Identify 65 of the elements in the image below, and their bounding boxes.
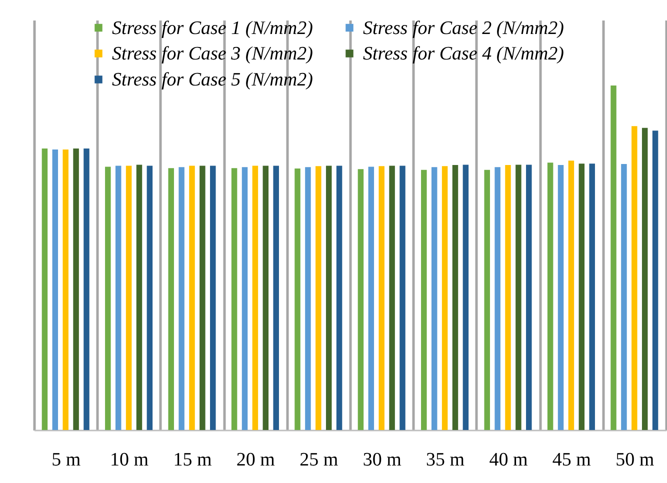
bar xyxy=(42,148,48,430)
bar xyxy=(189,166,195,430)
bar xyxy=(105,166,111,430)
bar xyxy=(505,165,511,430)
legend-label: Stress for Case 5 (N/mm2) xyxy=(112,70,313,90)
x-tick-label: 20 m xyxy=(236,450,276,470)
x-tick-label: 35 m xyxy=(426,450,465,470)
bar xyxy=(547,162,554,430)
bar xyxy=(358,169,364,430)
bar xyxy=(126,166,132,430)
legend-label: Stress for Case 2 (N/mm2) xyxy=(363,18,564,39)
x-tick-label: 5 m xyxy=(52,450,81,470)
bar xyxy=(378,166,384,430)
bar xyxy=(273,166,279,430)
bar xyxy=(632,126,638,430)
bar xyxy=(421,170,427,430)
bar xyxy=(62,150,68,430)
bar xyxy=(642,128,648,430)
x-tick-label: 10 m xyxy=(110,450,149,470)
bar xyxy=(294,168,300,430)
bar xyxy=(115,166,122,430)
bar xyxy=(326,166,332,430)
bar xyxy=(442,166,448,430)
bar xyxy=(389,166,395,430)
x-tick-label: 40 m xyxy=(489,450,528,470)
x-tick-label: 15 m xyxy=(173,450,212,470)
bar xyxy=(578,164,585,430)
bar xyxy=(146,166,153,430)
bar xyxy=(252,166,258,430)
bar xyxy=(484,170,490,430)
bar xyxy=(494,167,500,430)
bar xyxy=(178,167,184,430)
bar xyxy=(52,150,58,430)
bar xyxy=(73,148,79,430)
x-tick-label: 30 m xyxy=(362,450,402,470)
x-tick-label: 25 m xyxy=(300,450,338,470)
bar xyxy=(368,166,374,430)
legend-label: Stress for Case 3 (N/mm2) xyxy=(112,44,313,64)
bar xyxy=(210,166,216,430)
bar xyxy=(316,166,322,430)
x-tick-label: 50 m xyxy=(616,450,654,470)
bar xyxy=(431,167,438,430)
bar xyxy=(526,164,532,430)
bar xyxy=(136,164,142,430)
bar xyxy=(84,148,90,430)
bar xyxy=(516,164,522,430)
bar xyxy=(336,166,342,430)
legend-label: Stress for Case 4 (N/mm2) xyxy=(363,44,564,64)
legend-label: Stress for Case 1 (N/mm2) xyxy=(112,18,313,39)
bar xyxy=(652,130,658,430)
bar xyxy=(168,168,174,430)
bar xyxy=(610,85,616,430)
x-tick-label: 45 m xyxy=(552,450,592,470)
bar xyxy=(262,166,269,430)
bar xyxy=(231,168,238,430)
bar xyxy=(621,164,627,430)
bar xyxy=(452,165,458,430)
bar xyxy=(305,167,311,430)
bar xyxy=(242,167,248,430)
bar xyxy=(200,166,206,430)
bar xyxy=(400,166,406,430)
bar xyxy=(462,164,469,430)
bar xyxy=(558,165,564,430)
bar xyxy=(589,164,595,430)
bar xyxy=(568,160,574,430)
